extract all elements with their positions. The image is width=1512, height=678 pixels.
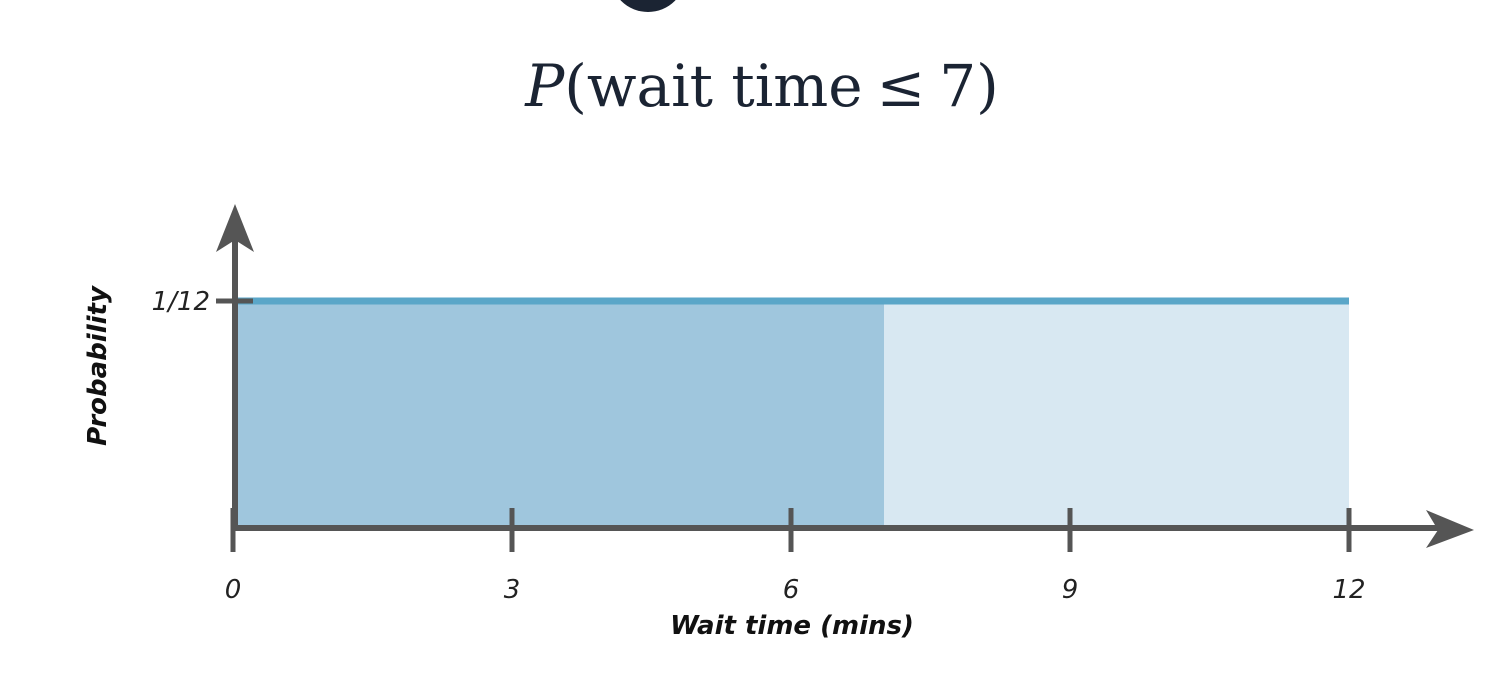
title-text: wait time [587, 52, 863, 120]
y-ticks: 1/12 [152, 287, 253, 317]
unshaded-area [884, 301, 1349, 528]
title-close-paren: ) [976, 52, 999, 120]
x-tick-label: 3 [504, 575, 521, 605]
top-dot-icon [620, 0, 676, 12]
x-tick-label: 12 [1332, 575, 1365, 605]
title-value: 7 [939, 52, 976, 120]
y-axis-label: Probability [83, 285, 113, 446]
y-axis-arrow-icon [216, 204, 254, 252]
chart-title: P(wait time ≤7) [524, 52, 999, 120]
x-axis-arrow-icon [1426, 510, 1474, 548]
x-axis-label: Wait time (mins) [670, 611, 914, 641]
density-areas [233, 301, 1349, 528]
shaded-area [233, 301, 884, 528]
x-tick-label: 9 [1062, 575, 1079, 605]
x-ticks: 0 3 6 9 12 [225, 508, 1366, 605]
y-tick-label: 1/12 [152, 287, 210, 317]
title-operator: ≤ [877, 52, 926, 120]
x-tick-label: 0 [225, 575, 242, 605]
x-tick-label: 6 [783, 575, 800, 605]
title-func: P [524, 52, 565, 120]
axes [216, 204, 1474, 548]
title-open-paren: ( [564, 52, 587, 120]
